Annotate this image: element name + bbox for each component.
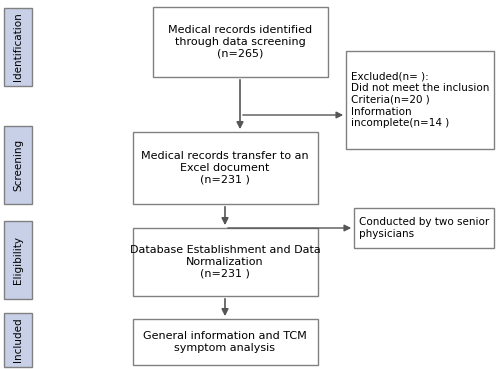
Text: Medical records identified
through data screening
(n=265): Medical records identified through data … <box>168 25 312 59</box>
Bar <box>4 126 32 204</box>
Bar <box>4 313 32 367</box>
Bar <box>4 8 32 86</box>
Bar <box>132 228 318 296</box>
Bar <box>132 319 318 365</box>
Text: Included: Included <box>13 318 23 362</box>
Bar <box>346 51 494 149</box>
Text: Screening: Screening <box>13 139 23 191</box>
Bar <box>4 221 32 299</box>
Text: Conducted by two senior
physicians: Conducted by two senior physicians <box>359 217 489 239</box>
Text: Excluded(n= ):
Did not meet the inclusion
Criteria(n=20 )
Information
incomplete: Excluded(n= ): Did not meet the inclusio… <box>351 72 490 128</box>
Bar <box>152 7 328 77</box>
Bar <box>354 208 494 248</box>
Bar <box>132 132 318 204</box>
Text: Eligibility: Eligibility <box>13 236 23 284</box>
Text: Database Establishment and Data
Normalization
(n=231 ): Database Establishment and Data Normaliz… <box>130 245 320 279</box>
Text: Identification: Identification <box>13 13 23 82</box>
Text: General information and TCM
symptom analysis: General information and TCM symptom anal… <box>143 331 307 353</box>
Text: Medical records transfer to an
Excel document
(n=231 ): Medical records transfer to an Excel doc… <box>141 151 309 184</box>
